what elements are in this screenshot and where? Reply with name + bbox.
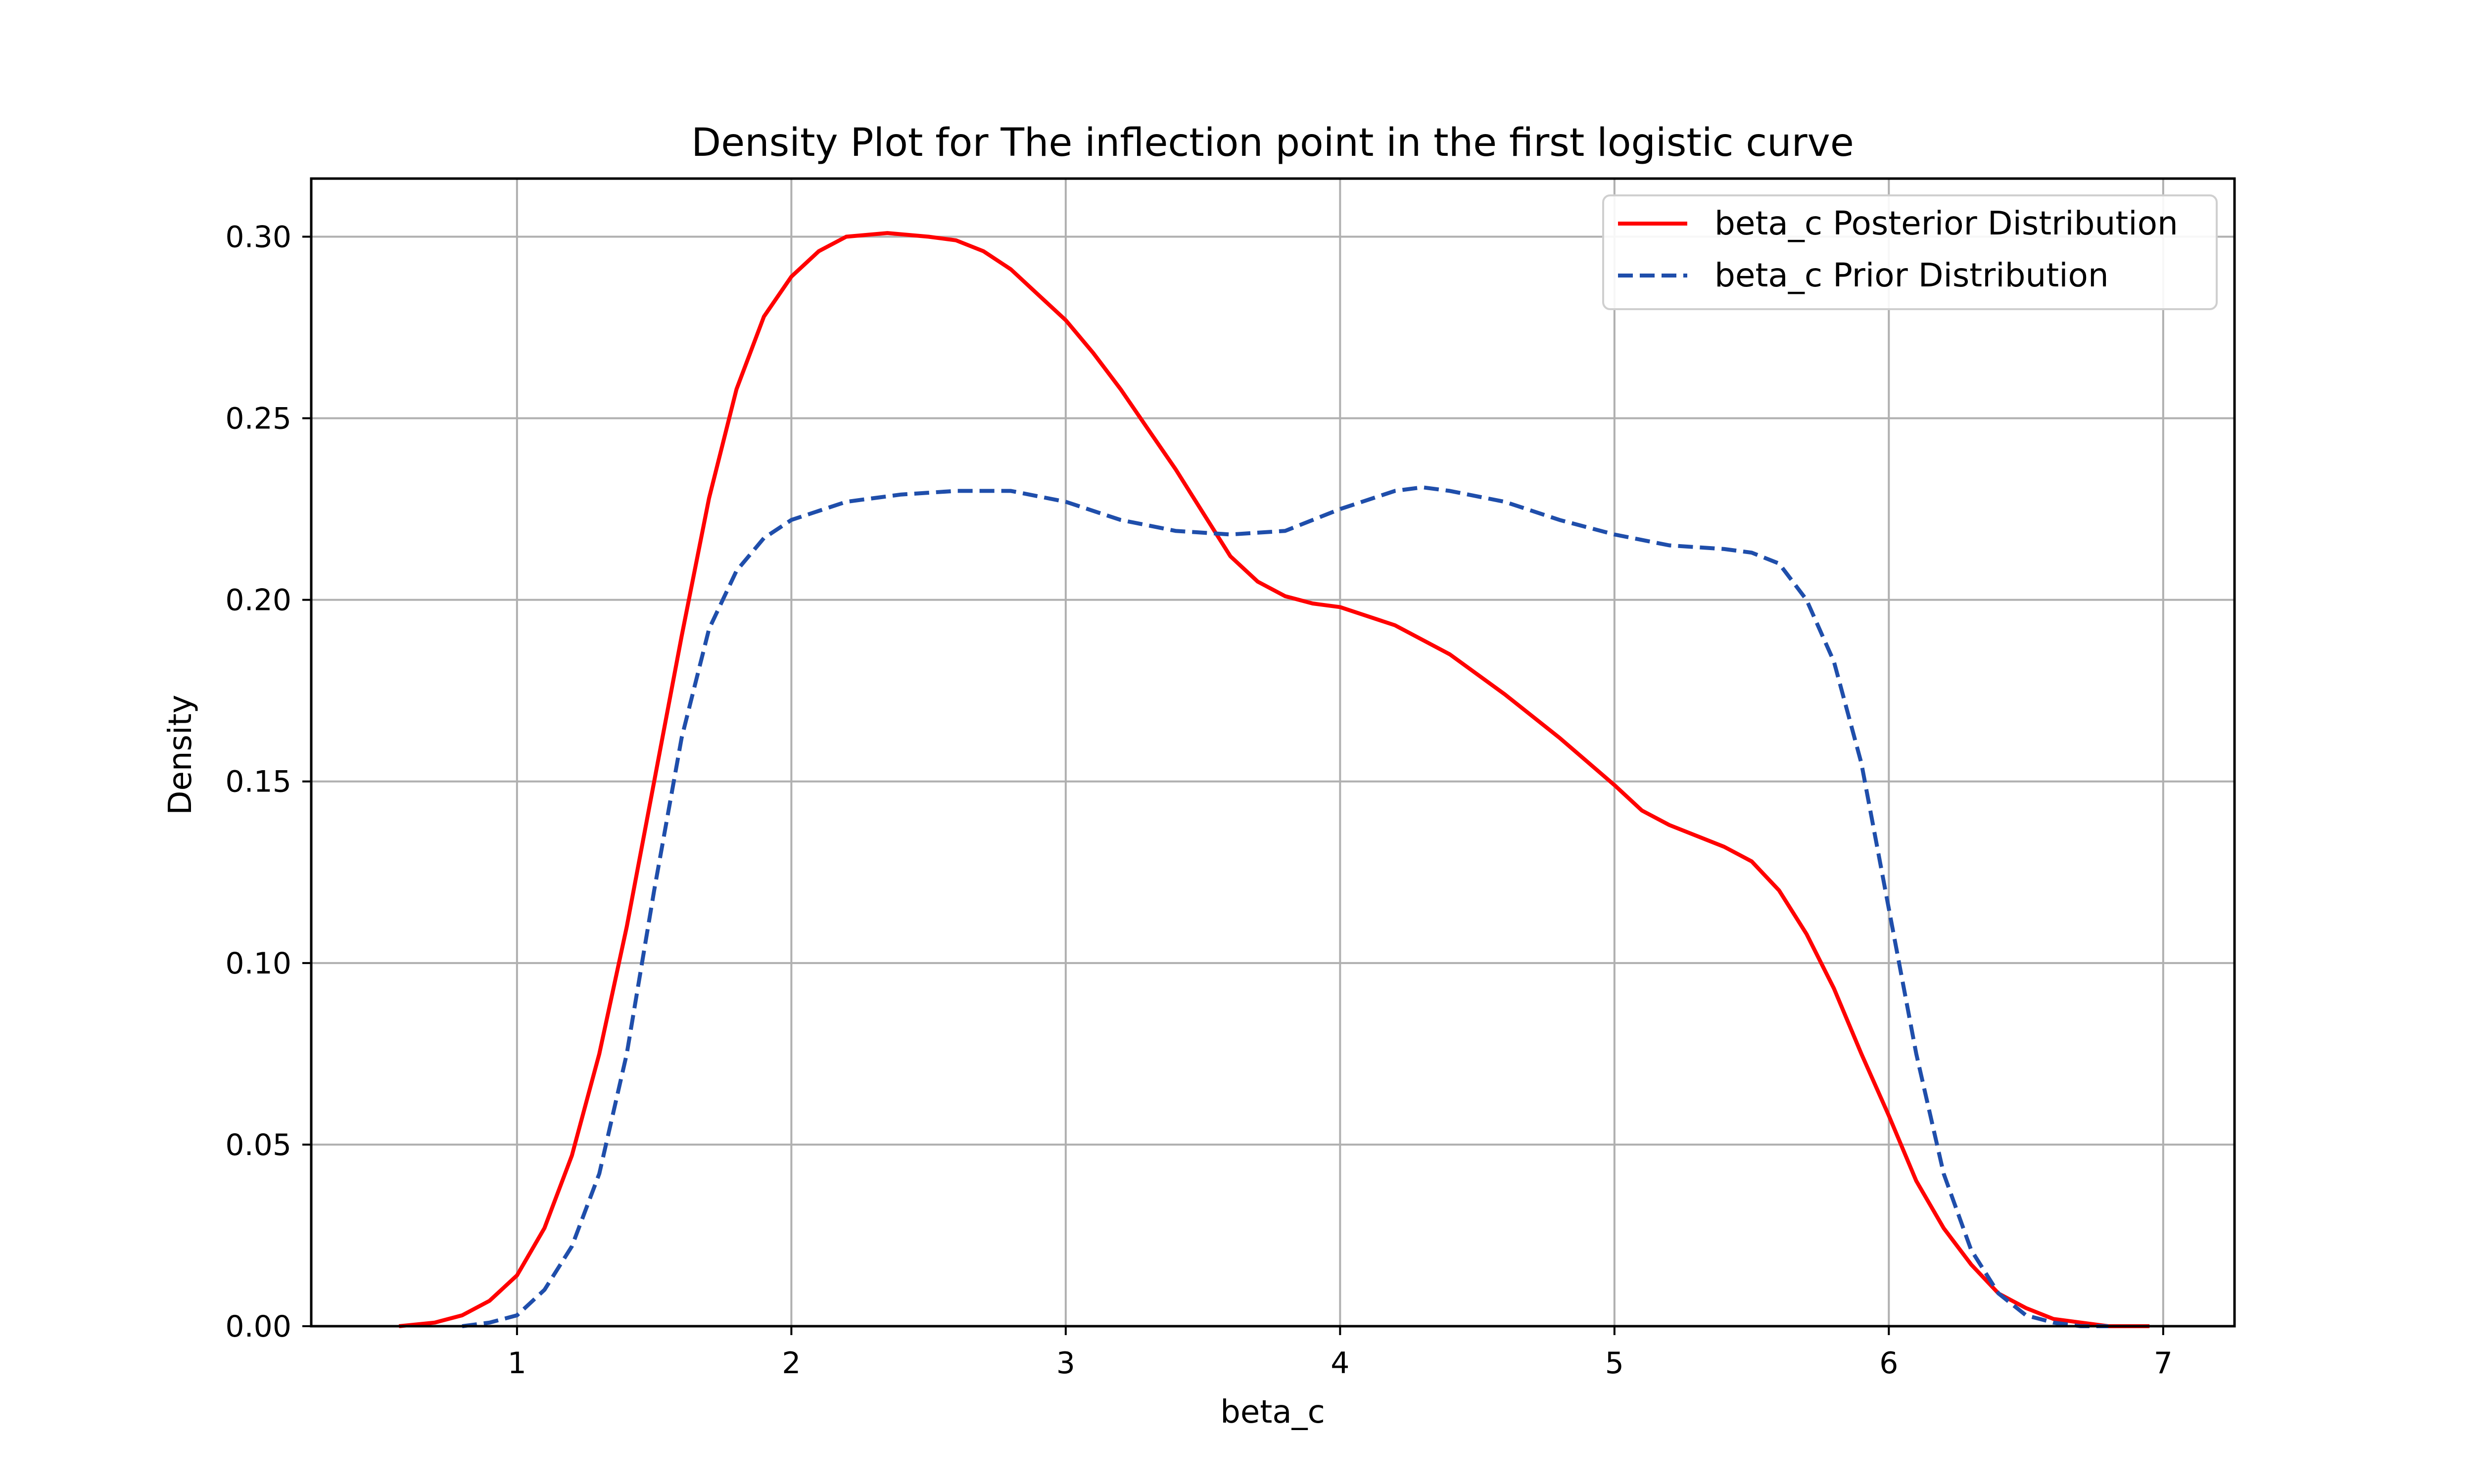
legend-label-posterior: beta_c Posterior Distribution — [1714, 204, 2178, 242]
x-axis: 1 2 3 4 5 6 7 — [508, 1326, 2173, 1381]
prior-density-line — [462, 485, 2108, 1328]
x-tick-label: 5 — [1605, 1346, 1624, 1381]
chart-title: Density Plot for The inflection point in… — [691, 121, 1854, 165]
x-axis-label: beta_c — [1220, 1394, 1325, 1431]
x-tick-label: 1 — [508, 1346, 526, 1381]
legend: beta_c Posterior Distribution beta_c Pri… — [1602, 194, 2218, 310]
plot-frame — [310, 177, 2236, 1328]
x-tick-label: 6 — [1879, 1346, 1898, 1381]
x-tick-label: 2 — [782, 1346, 801, 1381]
y-tick-label: 0.15 — [225, 765, 291, 799]
y-tick-label: 0.00 — [225, 1309, 291, 1344]
legend-label-prior: beta_c Prior Distribution — [1714, 256, 2109, 294]
legend-box — [1602, 194, 2218, 310]
y-tick-label: 0.30 — [225, 220, 291, 254]
y-tick-label: 0.05 — [225, 1128, 291, 1162]
y-tick-label: 0.25 — [225, 402, 291, 436]
y-tick-label: 0.20 — [225, 583, 291, 618]
y-tick-label: 0.10 — [225, 946, 291, 981]
y-axis-label: Density — [162, 695, 199, 815]
x-tick-label: 7 — [2154, 1346, 2173, 1381]
series-lines — [398, 231, 2150, 1328]
x-tick-label: 3 — [1056, 1346, 1075, 1381]
x-tick-label: 4 — [1331, 1346, 1349, 1381]
y-axis: 0.00 0.05 0.10 0.15 0.20 0.25 0.30 — [225, 220, 311, 1344]
